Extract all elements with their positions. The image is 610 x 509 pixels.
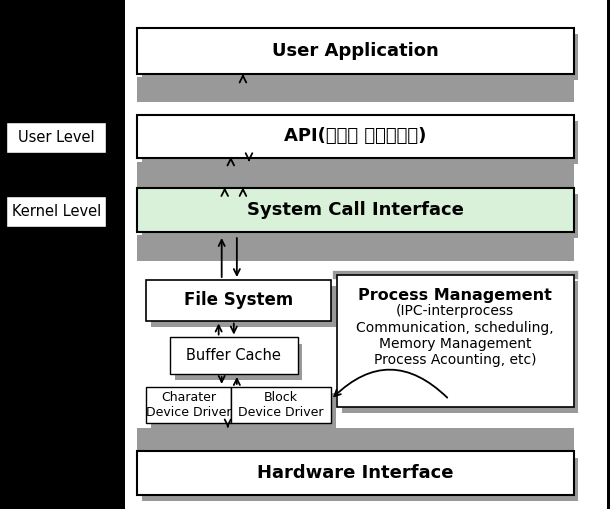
Bar [124,0,607,509]
Bar [137,77,573,102]
Text: Charater
Device Driver: Charater Device Driver [146,391,231,419]
Bar [235,393,336,430]
Bar [137,28,573,74]
Bar [142,34,578,80]
Bar [337,275,573,407]
Bar [146,280,331,321]
Bar [151,286,336,327]
Text: (IPC-interprocess
Communication, scheduling,
Memory Management
Process Acounting: (IPC-interprocess Communication, schedul… [356,304,554,367]
Text: Block
Device Driver: Block Device Driver [238,391,323,419]
Text: Hardware Interface: Hardware Interface [257,464,453,482]
Text: User Level: User Level [18,130,95,145]
Bar [137,188,573,232]
Text: User Application: User Application [272,42,439,60]
Bar [142,194,578,238]
Text: Process Management: Process Management [358,288,552,302]
Bar [6,196,106,227]
Text: System Call Interface: System Call Interface [246,201,464,219]
Bar [175,344,303,380]
Bar [142,121,578,164]
Bar [231,387,331,423]
Bar [146,387,231,423]
Bar [137,451,573,495]
Bar [151,393,235,430]
Text: API(시스템 라이브러리): API(시스템 라이브러리) [284,127,426,145]
Text: Kernel Level: Kernel Level [12,204,101,219]
Bar [137,162,573,188]
Bar [137,235,573,261]
Bar [137,115,573,158]
Bar [137,428,573,458]
Bar [170,337,298,374]
Bar [6,122,106,153]
Text: File System: File System [184,291,293,309]
Bar [142,458,578,501]
Text: Buffer Cache: Buffer Cache [187,348,281,363]
Bar [342,281,578,413]
